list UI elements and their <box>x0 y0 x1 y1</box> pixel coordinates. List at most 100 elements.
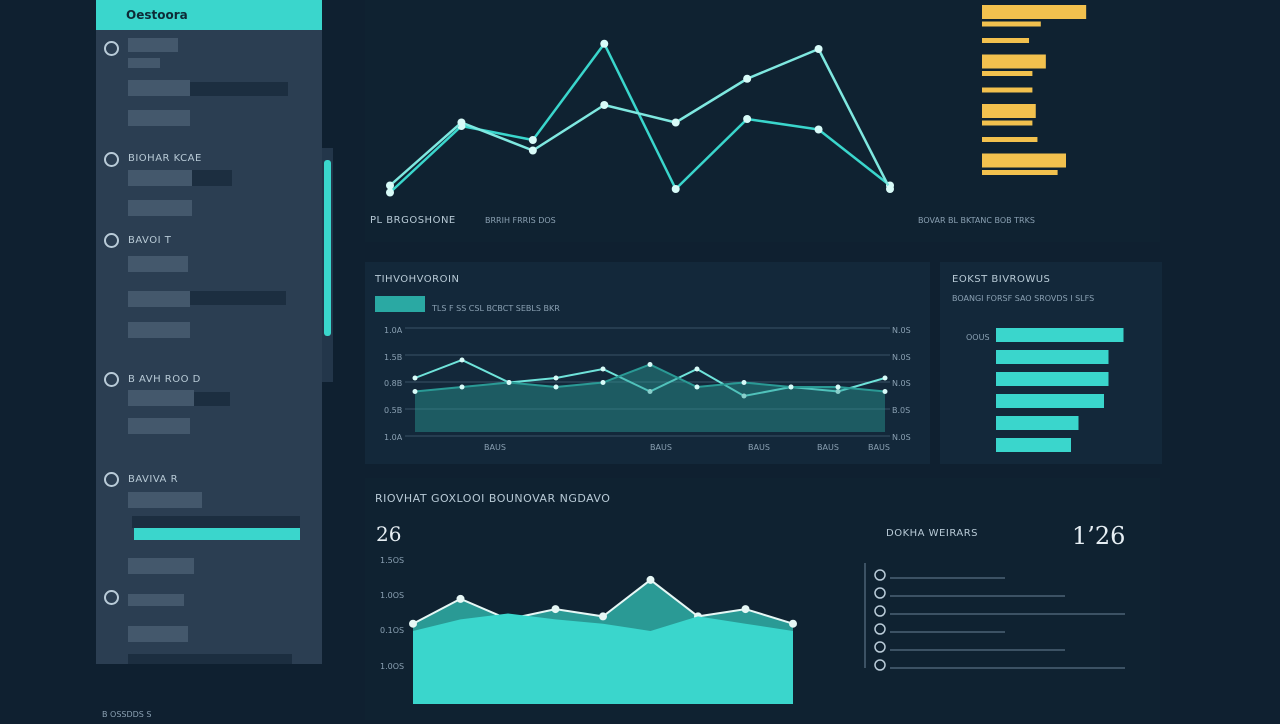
y-label: 1.0OS <box>380 662 405 671</box>
side-bars-title: EOKST BIVROWUS <box>952 274 1051 285</box>
sidebar-input[interactable] <box>190 291 286 305</box>
group-heading: BAVOI T <box>128 235 172 246</box>
area-fill <box>415 364 885 432</box>
list-icon <box>874 569 886 581</box>
sidebar-chip[interactable] <box>128 322 190 338</box>
radio-icon[interactable] <box>104 372 119 387</box>
data-point <box>882 375 888 381</box>
side-bars-row-label: OOUS <box>966 333 990 342</box>
data-point <box>671 185 680 193</box>
sidebar-chip[interactable] <box>128 492 202 508</box>
top-chart-label-left: PL BRGOSHONE <box>370 215 456 226</box>
bar <box>982 104 1036 118</box>
sidebar-input[interactable] <box>194 392 230 406</box>
data-point <box>647 362 653 367</box>
sidebar-chip[interactable] <box>128 291 190 307</box>
scrollbar-thumb[interactable] <box>324 160 331 336</box>
data-point <box>553 384 559 390</box>
bar <box>982 170 1058 175</box>
y-label-right: B.0S <box>892 406 911 415</box>
mid-chart-panel <box>365 262 930 464</box>
data-point <box>412 389 418 394</box>
data-point <box>386 181 394 190</box>
data-point <box>741 605 750 614</box>
data-point <box>459 384 465 390</box>
y-label: 1.0A <box>384 326 403 335</box>
mid-legend-swatch <box>375 296 425 312</box>
bar <box>982 120 1033 126</box>
bottom-chart-title: RIOVHAT GOXLOOI BOUNOVAR NGDAVO <box>375 492 611 505</box>
sidebar-chip[interactable] <box>128 558 194 574</box>
side-bars-subtitle: BOANGI FORSF SAO SROVDS I SLFS <box>952 294 1095 303</box>
data-point <box>506 380 512 385</box>
data-point <box>551 605 560 614</box>
side-bar-chart <box>996 328 1124 452</box>
sidebar-chip[interactable] <box>128 626 188 642</box>
radio-icon[interactable] <box>104 472 119 487</box>
group-heading: BAVIVA R <box>128 474 179 485</box>
data-point <box>553 375 559 381</box>
top-chart-label-right: BOVAR BL BKTANC BOB TRKS <box>918 216 1035 225</box>
sidebar-chip[interactable] <box>128 110 190 126</box>
y-label: 0.1OS <box>380 626 405 635</box>
sidebar-chip[interactable] <box>128 390 194 406</box>
bar <box>982 5 1087 19</box>
sidebar-header[interactable] <box>96 0 322 30</box>
sidebar-progress <box>134 528 300 540</box>
sidebar-footer-text: B OSSDDS S <box>102 710 152 719</box>
mid-chart-title: TIHVOHVOROIN <box>375 274 460 285</box>
bar <box>982 137 1038 142</box>
sidebar-chip[interactable] <box>128 58 160 68</box>
y-label-right: N.0S <box>892 379 911 388</box>
list-icon <box>874 605 886 617</box>
top-chart-panel <box>365 0 1160 242</box>
y-label: 1.0A <box>384 433 403 442</box>
list-title: DOKHA WEIRARS <box>886 528 979 539</box>
list-icon <box>874 587 886 599</box>
x-label: BAUS <box>748 443 770 452</box>
data-point <box>694 384 700 390</box>
bottom-chart-panel <box>365 478 1160 720</box>
data-point <box>743 115 752 123</box>
data-point <box>882 389 888 394</box>
radio-icon[interactable] <box>104 41 119 56</box>
sidebar-chip[interactable] <box>128 256 188 272</box>
bar <box>982 71 1033 76</box>
y-label-right: N.0S <box>892 433 911 442</box>
sidebar-chip[interactable] <box>128 594 184 606</box>
data-point <box>457 118 466 127</box>
y-label: 0.5B <box>384 406 403 415</box>
data-point <box>741 380 747 385</box>
sidebar-input[interactable] <box>190 82 288 96</box>
big-value-right: 1’26 <box>1072 522 1126 550</box>
sidebar-input[interactable] <box>192 170 232 186</box>
data-point <box>741 393 747 399</box>
sidebar-chip[interactable] <box>128 80 190 96</box>
radio-icon[interactable] <box>104 590 119 605</box>
bar <box>996 372 1109 386</box>
y-label: 1.0OS <box>380 591 405 600</box>
data-point <box>743 74 752 83</box>
data-point <box>788 384 794 390</box>
data-point <box>412 375 418 381</box>
data-point <box>886 185 894 193</box>
bar <box>996 328 1124 342</box>
sidebar-chip[interactable] <box>128 418 190 434</box>
group-heading: B AVH ROO D <box>128 374 201 385</box>
data-point <box>694 366 700 372</box>
sidebar-input[interactable] <box>132 516 300 528</box>
bar <box>982 38 1030 43</box>
radio-icon[interactable] <box>104 152 119 167</box>
big-value: 26 <box>376 522 402 546</box>
y-label: 1.5B <box>384 353 403 362</box>
sidebar-chip[interactable] <box>128 38 178 52</box>
sidebar-footer-bar <box>128 654 292 664</box>
data-point <box>814 125 823 134</box>
y-label-right: N.0S <box>892 326 911 335</box>
sidebar-chip[interactable] <box>128 170 192 186</box>
sidebar-chip[interactable] <box>128 200 192 216</box>
mid-chart-subtitle: TLS F SS CSL BCBCT SEBLS BKR <box>432 304 560 313</box>
list-icon <box>874 623 886 635</box>
x-label: BAUS <box>868 443 890 452</box>
radio-icon[interactable] <box>104 233 119 248</box>
